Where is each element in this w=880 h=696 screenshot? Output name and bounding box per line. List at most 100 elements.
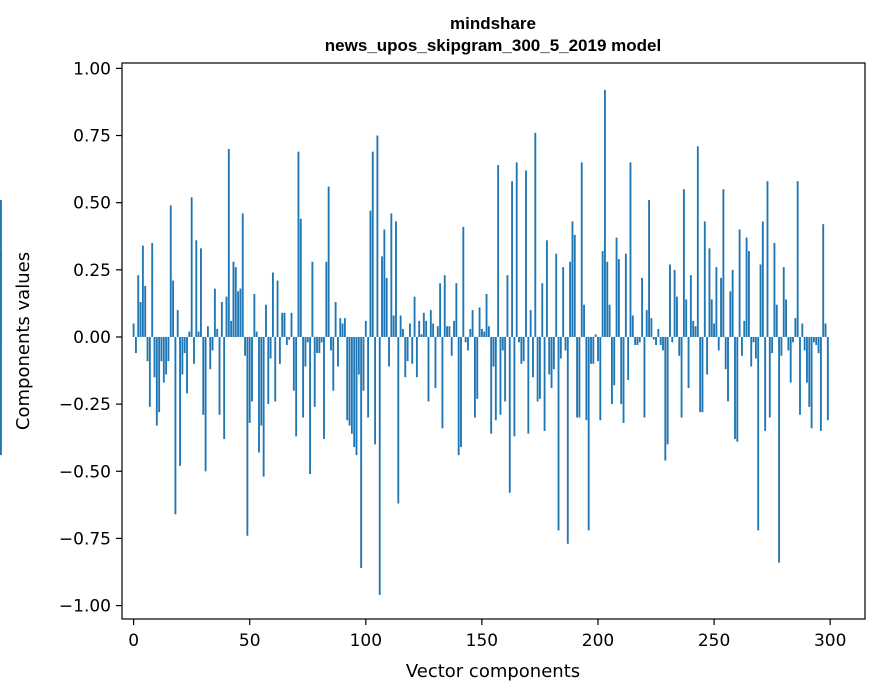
- bar-263: [743, 320, 746, 337]
- bar-277: [775, 304, 778, 337]
- bar-106: [378, 336, 381, 595]
- bar-27: [195, 240, 198, 337]
- bar-118: [406, 336, 409, 362]
- bar-5: [144, 285, 147, 337]
- bar-229: [664, 336, 667, 461]
- bar-266: [750, 336, 753, 367]
- bar-88: [337, 336, 339, 367]
- bar-220: [643, 336, 646, 418]
- bar-141: [460, 336, 462, 448]
- bar-8: [151, 242, 154, 337]
- bar-225: [655, 336, 657, 346]
- bar-256: [727, 336, 729, 402]
- x-tick-label: 0: [128, 631, 139, 651]
- bar-283: [789, 336, 792, 383]
- bar-39: [223, 336, 226, 440]
- bar-94: [350, 336, 353, 434]
- bar-undefined: [0, 199, 2, 337]
- bar-272: [764, 336, 767, 431]
- bar-47: [241, 213, 244, 337]
- bar-undefined: [0, 336, 2, 456]
- bar-83: [325, 261, 328, 337]
- bar-230: [666, 336, 669, 445]
- bar-156: [494, 336, 497, 421]
- bar-271: [761, 221, 764, 337]
- bar-196: [587, 336, 590, 531]
- bar-76: [309, 336, 311, 474]
- bar-72: [299, 218, 302, 337]
- bar-86: [332, 336, 335, 391]
- bar-78: [313, 336, 316, 407]
- bar-75: [306, 336, 309, 343]
- bar-105: [376, 135, 379, 337]
- bar-64: [281, 312, 284, 337]
- bar-128: [429, 310, 432, 337]
- bar-219: [641, 277, 644, 337]
- bar-188: [569, 261, 572, 337]
- bar-152: [485, 294, 488, 337]
- bar-245: [701, 336, 704, 413]
- bar-252: [717, 336, 720, 351]
- bar-257: [729, 291, 732, 337]
- bar-178: [545, 240, 548, 337]
- bar-145: [469, 328, 472, 337]
- bar-218: [638, 336, 641, 343]
- y-tick-label: −0.75: [59, 529, 111, 549]
- bar-6: [146, 336, 149, 362]
- bar-44: [234, 267, 237, 337]
- bar-282: [787, 336, 790, 351]
- bar-198: [592, 336, 595, 364]
- chart-subtitle: news_upos_skipgram_300_5_2019 model: [325, 36, 661, 55]
- bar-11: [158, 336, 161, 413]
- bar-165: [515, 162, 518, 337]
- bar-21: [181, 336, 184, 375]
- bar-294: [815, 336, 818, 346]
- x-tick-label: 200: [582, 631, 614, 651]
- bar-140: [457, 336, 460, 456]
- bar-148: [476, 336, 479, 399]
- bar-7: [148, 336, 151, 407]
- bar-269: [757, 336, 760, 531]
- bar-199: [594, 334, 597, 337]
- bar-184: [559, 336, 562, 359]
- bar-0: [132, 323, 135, 337]
- bar-46: [239, 288, 242, 337]
- bar-288: [801, 323, 804, 337]
- bar-67: [288, 336, 291, 340]
- bar-190: [573, 234, 576, 337]
- bar-43: [232, 261, 235, 337]
- bar-185: [562, 267, 565, 337]
- bar-61: [274, 336, 277, 402]
- bar-132: [439, 283, 442, 337]
- y-tick-label: −1.00: [59, 597, 111, 617]
- bar-19: [176, 310, 179, 337]
- bar-195: [585, 336, 588, 421]
- x-tick-label: 50: [239, 631, 261, 651]
- bar-117: [404, 336, 407, 378]
- y-axis-label: Components values: [13, 252, 34, 430]
- bar-281: [785, 299, 787, 337]
- bar-143: [464, 336, 467, 343]
- bar-71: [297, 151, 300, 337]
- bar-182: [555, 253, 558, 337]
- bar-273: [766, 181, 769, 337]
- bar-155: [492, 336, 495, 367]
- bar-34: [211, 336, 214, 351]
- bar-210: [620, 336, 623, 405]
- bar-160: [504, 336, 507, 402]
- bar-87: [334, 302, 337, 337]
- bar-31: [204, 336, 207, 472]
- bar-161: [506, 275, 509, 337]
- bar-109: [385, 277, 388, 337]
- bar-179: [548, 336, 551, 375]
- bar-173: [534, 132, 537, 337]
- bar-226: [657, 328, 660, 337]
- bar-97: [357, 336, 360, 375]
- bar-275: [771, 336, 774, 354]
- bar-223: [650, 318, 653, 337]
- bar-26: [193, 336, 195, 364]
- bar-187: [566, 336, 569, 544]
- bar-206: [610, 336, 613, 405]
- bar-84: [327, 186, 330, 337]
- bar-200: [597, 336, 599, 362]
